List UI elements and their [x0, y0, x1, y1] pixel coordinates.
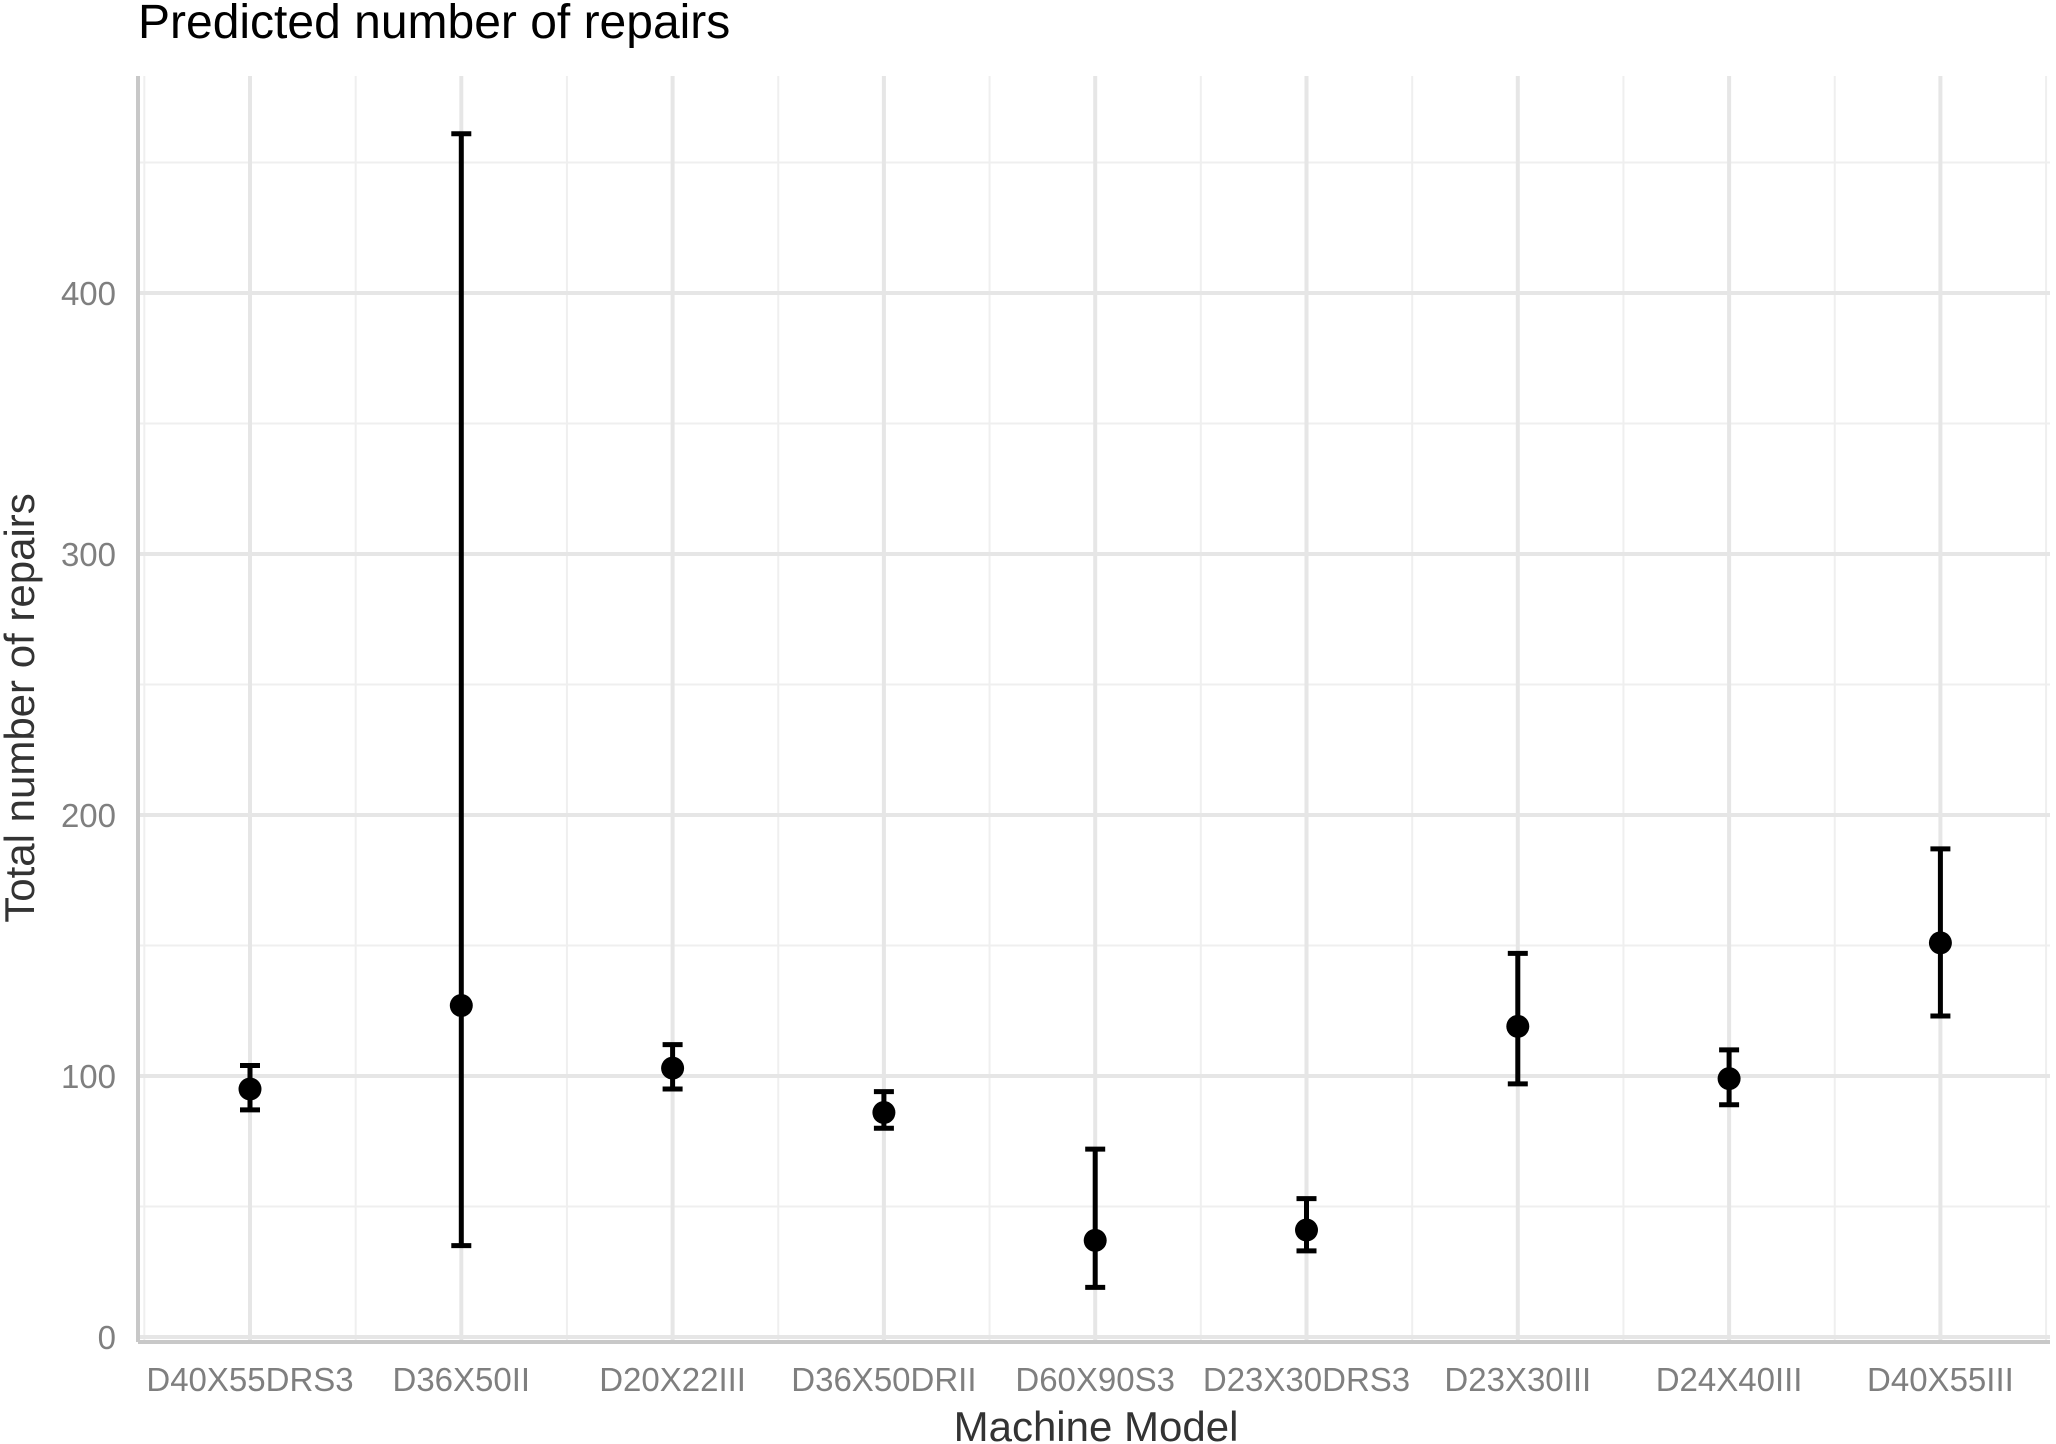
data-point: [1506, 1014, 1530, 1038]
data-marks: [238, 131, 1952, 1290]
x-tick-label: D60X90S3: [1015, 1361, 1175, 1398]
x-tick-label: D20X22III: [599, 1361, 746, 1398]
y-tick-labels: 0 100 200 300 400: [61, 275, 116, 1356]
y-tick-label: 200: [61, 797, 116, 834]
data-point: [1083, 1228, 1107, 1252]
x-tick-label: D40X55DRS3: [146, 1361, 353, 1398]
data-point: [661, 1056, 685, 1080]
y-tick-label: 300: [61, 536, 116, 573]
y-tick-label: 0: [98, 1319, 116, 1356]
x-tick-labels: D40X55DRS3 D36X50II D20X22III D36X50DRII D60…: [146, 1361, 2013, 1398]
axes: [136, 76, 2050, 1344]
y-axis-title: Total number of repairs: [0, 493, 43, 923]
data-point: [1717, 1067, 1741, 1091]
data-point: [1928, 931, 1952, 955]
chart-title: Predicted number of repairs: [138, 0, 730, 49]
x-tick-label: D40X55III: [1867, 1361, 2014, 1398]
data-point: [872, 1101, 896, 1125]
data-point: [238, 1077, 262, 1101]
x-tick-label: D36X50DRII: [791, 1361, 976, 1398]
x-tick-label: D23X30DRS3: [1203, 1361, 1410, 1398]
y-tick-label: 100: [61, 1058, 116, 1095]
x-axis-title: Machine Model: [954, 1403, 1239, 1444]
x-tick-label: D23X30III: [1444, 1361, 1591, 1398]
data-point: [1295, 1218, 1318, 1242]
x-tick-label: D24X40III: [1656, 1361, 1803, 1398]
data-point: [449, 994, 473, 1018]
y-tick-label: 400: [61, 275, 116, 312]
x-tick-label: D36X50II: [393, 1361, 531, 1398]
